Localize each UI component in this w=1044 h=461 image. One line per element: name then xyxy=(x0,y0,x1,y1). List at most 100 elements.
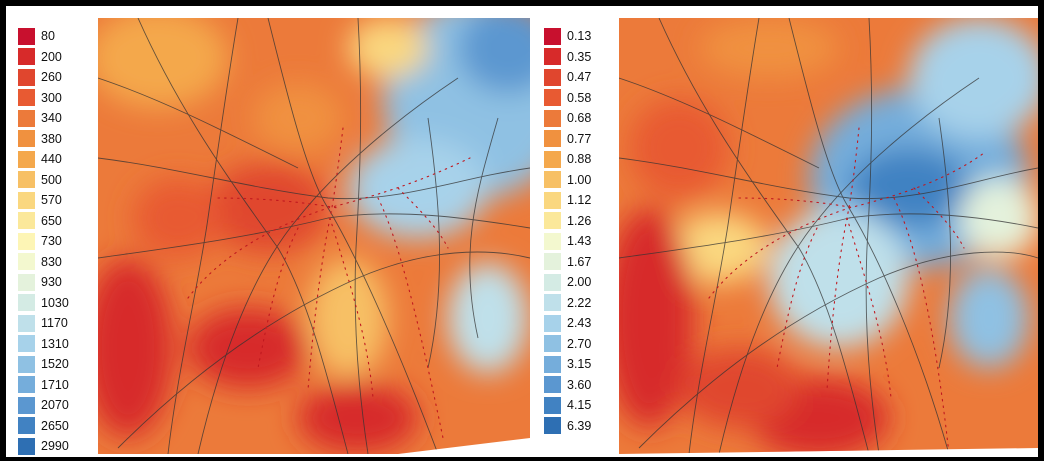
legend-label: 1310 xyxy=(41,336,69,351)
legend-swatch xyxy=(544,273,561,291)
legend-label: 0.68 xyxy=(567,111,592,126)
legend-label: 0.47 xyxy=(567,70,592,85)
legend-swatch xyxy=(18,273,35,291)
legend-swatch xyxy=(544,294,561,312)
legend-label: 1030 xyxy=(41,295,69,310)
legend-swatch xyxy=(544,335,561,353)
legend-label: 1.26 xyxy=(567,213,592,228)
left-heat-map xyxy=(98,18,530,454)
legend-swatch xyxy=(544,27,561,45)
legend-item: 0.68 xyxy=(544,108,591,129)
legend-swatch xyxy=(544,171,561,189)
legend-item: 2.43 xyxy=(544,313,591,334)
legend-swatch xyxy=(18,171,35,189)
legend-swatch xyxy=(544,253,561,271)
legend-item: 200 xyxy=(18,47,69,68)
legend-item: 260 xyxy=(18,67,69,88)
legend-label: 1.12 xyxy=(567,193,592,208)
legend-item: 0.47 xyxy=(544,67,591,88)
legend-label: 830 xyxy=(41,254,62,269)
legend-swatch xyxy=(18,130,35,148)
legend-item: 500 xyxy=(18,170,69,191)
legend-label: 300 xyxy=(41,90,62,105)
legend-item: 300 xyxy=(18,88,69,109)
legend-swatch xyxy=(18,191,35,209)
legend-label: 1170 xyxy=(41,316,68,331)
legend-item: 1.00 xyxy=(544,170,591,191)
left-legend: 80 200 260 300 340 380 440 500 570 650 7… xyxy=(18,26,69,457)
legend-item: 1170 xyxy=(18,313,69,334)
legend-swatch xyxy=(544,355,561,373)
legend-label: 0.88 xyxy=(567,152,592,167)
legend-item: 650 xyxy=(18,211,69,232)
legend-swatch xyxy=(544,48,561,66)
legend-item: 1710 xyxy=(18,375,69,396)
legend-label: 500 xyxy=(41,172,62,187)
legend-swatch xyxy=(18,212,35,230)
rail-lines xyxy=(187,127,471,439)
legend-label: 0.58 xyxy=(567,90,592,105)
rail-lines xyxy=(708,127,985,454)
legend-item: 1030 xyxy=(18,293,69,314)
legend-swatch xyxy=(18,89,35,107)
legend-swatch xyxy=(18,48,35,66)
legend-swatch xyxy=(544,89,561,107)
legend-label: 930 xyxy=(41,275,62,290)
legend-label: 1.43 xyxy=(567,234,592,249)
heat-surface xyxy=(98,18,530,453)
right-panel: 0.13 0.35 0.47 0.58 0.68 0.77 0.88 1.00 … xyxy=(544,18,1038,454)
legend-swatch xyxy=(18,314,35,332)
legend-label: 2.22 xyxy=(567,295,592,310)
legend-swatch xyxy=(18,150,35,168)
legend-swatch xyxy=(544,212,561,230)
legend-swatch xyxy=(544,68,561,86)
left-panel: 80 200 260 300 340 380 440 500 570 650 7… xyxy=(18,18,530,457)
legend-item: 0.13 xyxy=(544,26,591,47)
legend-label: 0.77 xyxy=(567,131,592,146)
legend-label: 6.39 xyxy=(567,418,592,433)
legend-label: 4.15 xyxy=(567,398,592,413)
legend-item: 2990 xyxy=(18,436,69,457)
right-heat-map xyxy=(619,18,1038,454)
legend-swatch xyxy=(544,314,561,332)
legend-swatch xyxy=(18,68,35,86)
legend-label: 200 xyxy=(41,49,62,64)
legend-swatch xyxy=(18,355,35,373)
legend-swatch xyxy=(18,376,35,394)
legend-swatch xyxy=(18,396,35,414)
legend-item: 2.70 xyxy=(544,334,591,355)
legend-label: 1.00 xyxy=(567,172,592,187)
legend-item: 2.22 xyxy=(544,293,591,314)
legend-label: 260 xyxy=(41,70,62,85)
legend-swatch xyxy=(544,376,561,394)
legend-swatch xyxy=(544,396,561,414)
legend-swatch xyxy=(544,130,561,148)
legend-swatch xyxy=(18,294,35,312)
legend-swatch xyxy=(18,109,35,127)
legend-item: 1310 xyxy=(18,334,69,355)
legend-item: 6.39 xyxy=(544,416,591,437)
legend-item: 380 xyxy=(18,129,69,150)
legend-item: 1.67 xyxy=(544,252,591,273)
heat-surface xyxy=(619,18,1038,454)
legend-label: 80 xyxy=(41,29,55,44)
legend-swatch xyxy=(18,335,35,353)
legend-item: 340 xyxy=(18,108,69,129)
legend-item: 0.35 xyxy=(544,47,591,68)
legend-item: 1.12 xyxy=(544,190,591,211)
legend-label: 1.67 xyxy=(567,254,592,269)
legend-item: 570 xyxy=(18,190,69,211)
legend-label: 340 xyxy=(41,111,62,126)
legend-label: 570 xyxy=(41,193,62,208)
legend-label: 2.70 xyxy=(567,336,592,351)
legend-label: 380 xyxy=(41,131,62,146)
legend-item: 3.15 xyxy=(544,354,591,375)
right-legend: 0.13 0.35 0.47 0.58 0.68 0.77 0.88 1.00 … xyxy=(544,26,591,436)
legend-label: 2070 xyxy=(41,398,69,413)
legend-label: 650 xyxy=(41,213,62,228)
legend-label: 2.43 xyxy=(567,316,592,331)
legend-item: 80 xyxy=(18,26,69,47)
legend-swatch xyxy=(18,417,35,435)
legend-item: 1520 xyxy=(18,354,69,375)
legend-swatch xyxy=(18,253,35,271)
